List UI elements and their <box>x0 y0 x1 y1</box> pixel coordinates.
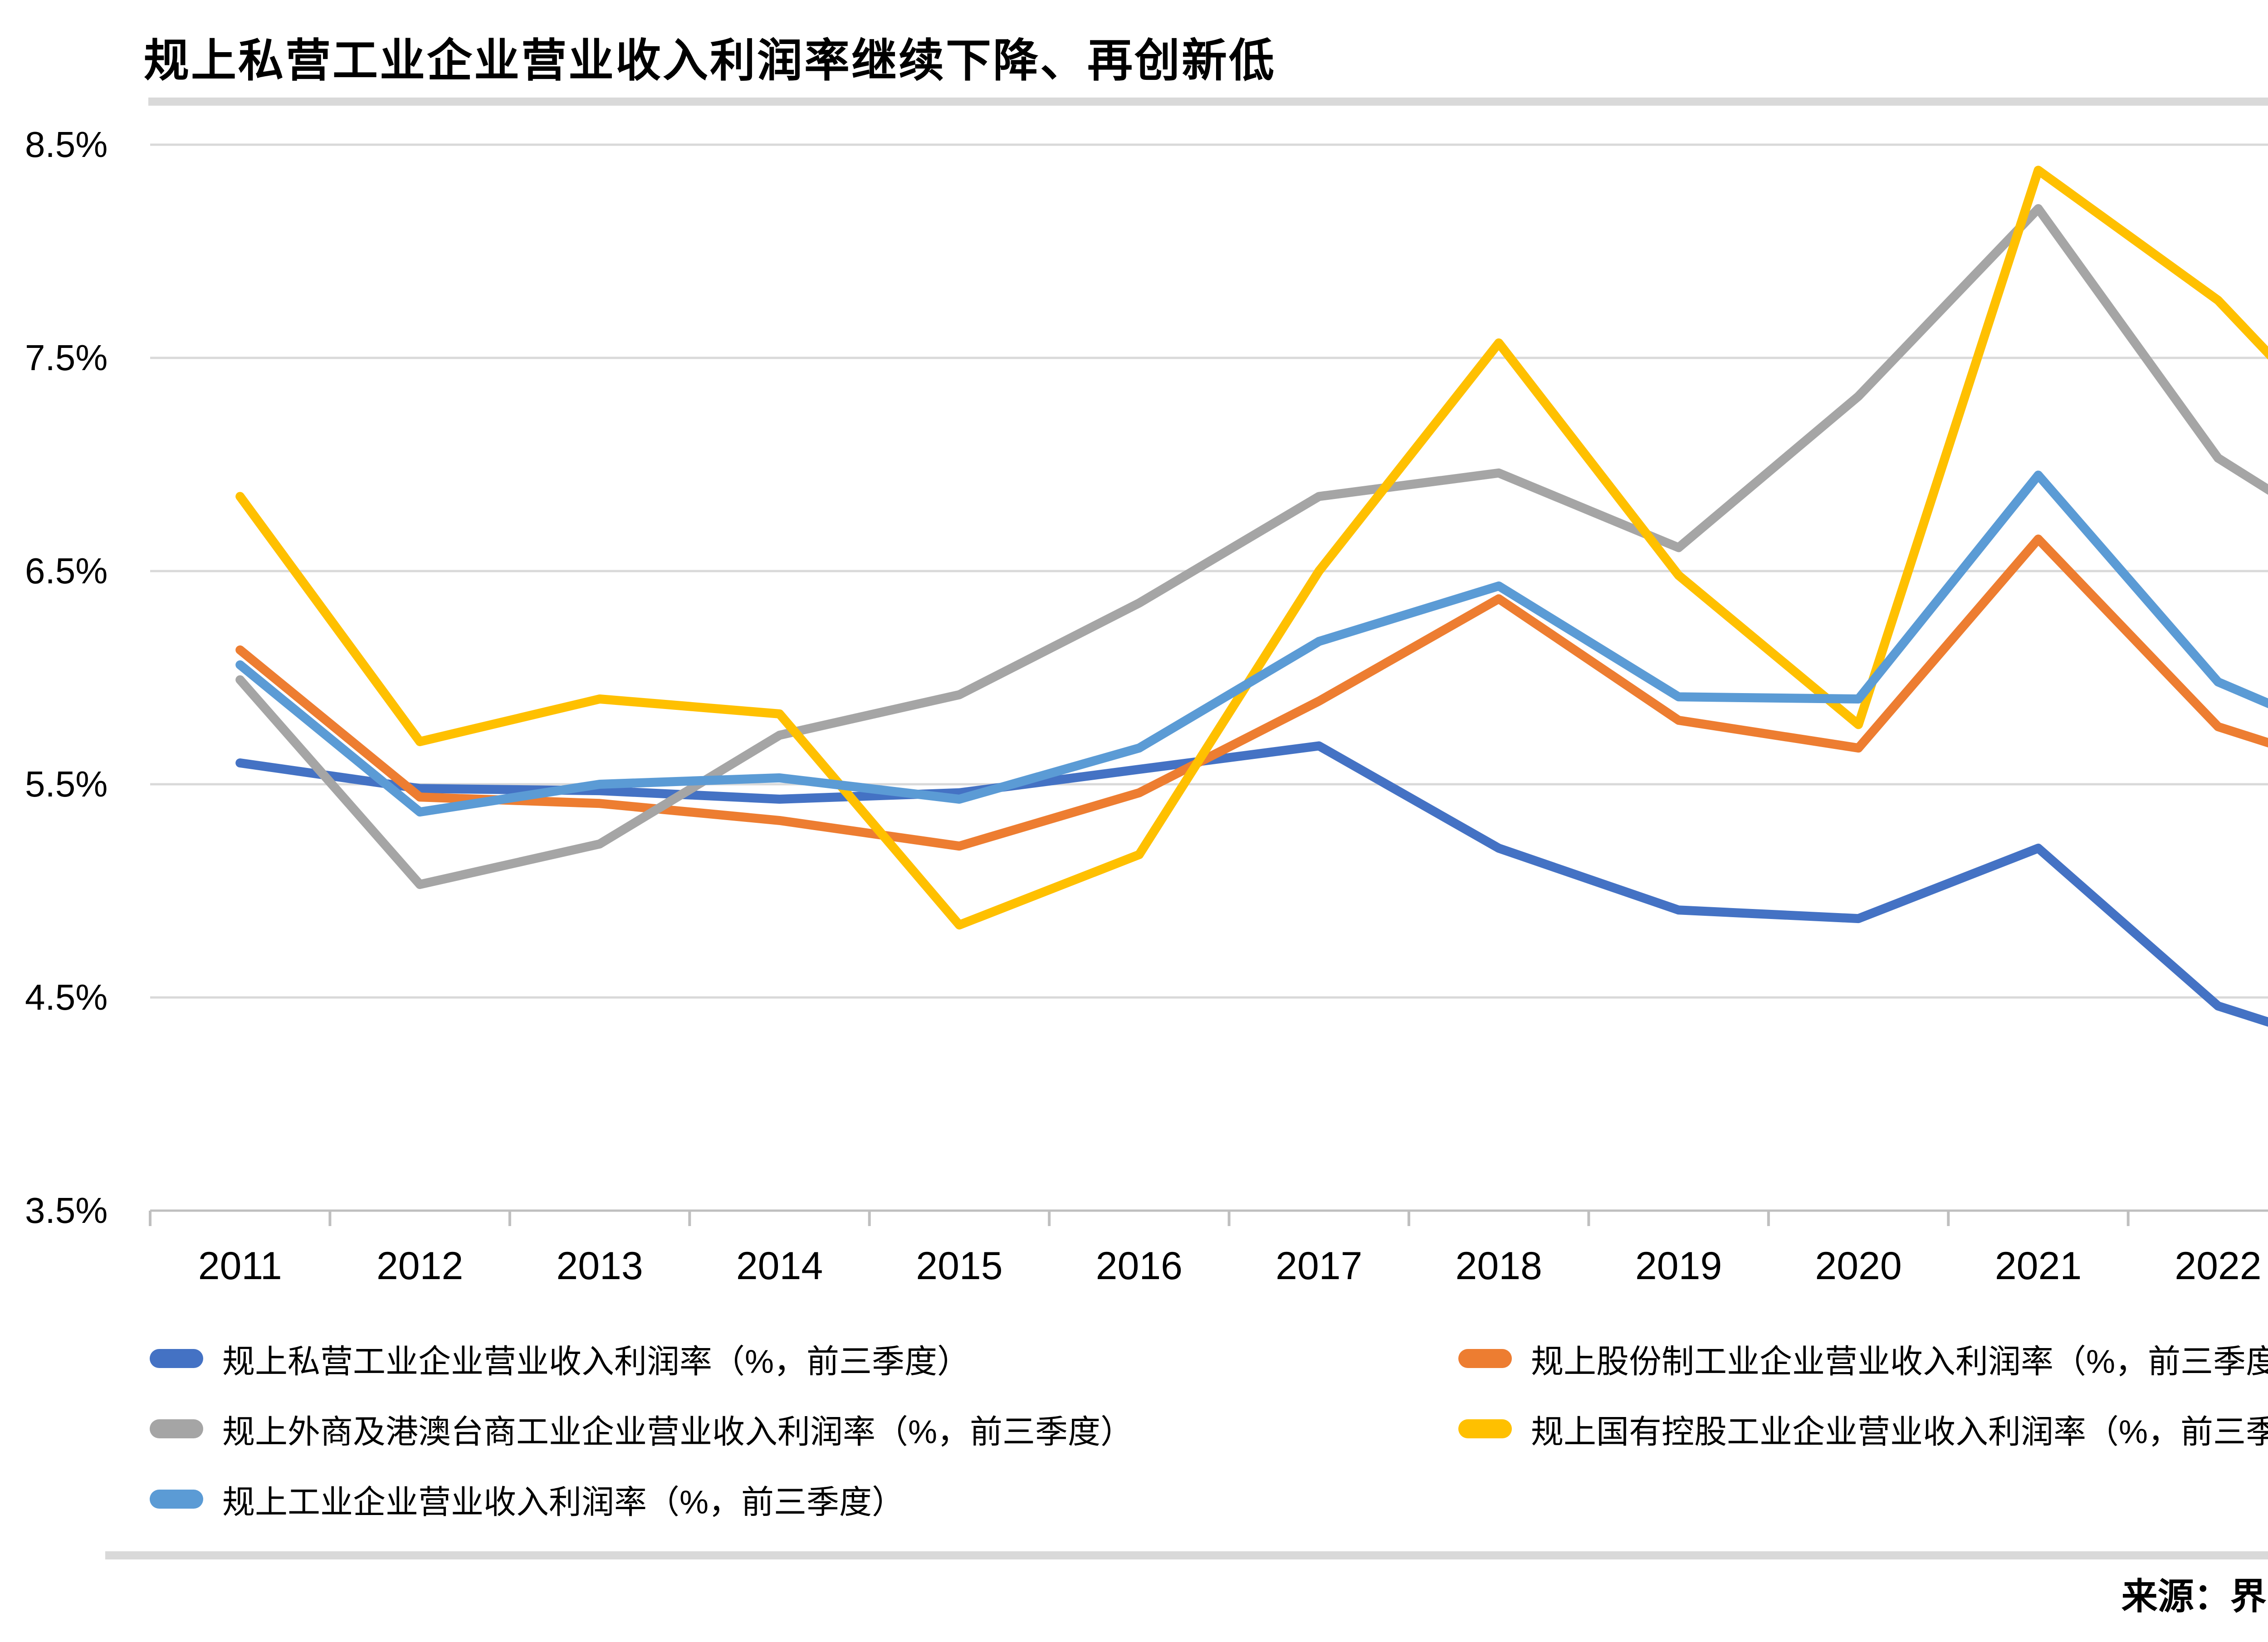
legend-swatch-shareholding <box>1458 1349 1512 1368</box>
legend-swatch-foreign-hmt <box>150 1419 203 1438</box>
series-line-all-industrial <box>235 470 2268 817</box>
series-line-state-owned <box>235 166 2268 930</box>
y-tick-label: 8.5% <box>25 124 108 165</box>
series-line-private <box>235 741 2268 1027</box>
x-tick-label: 2022 <box>2175 1244 2262 1288</box>
legend-swatch-state-owned <box>1458 1419 1512 1438</box>
legend-label-state-owned: 规上国有控股工业企业营业收入利润率（%，前三季度） <box>1531 1414 2268 1451</box>
x-tick-label: 2013 <box>556 1244 643 1288</box>
y-tick-label: 7.5% <box>25 337 108 378</box>
legend-label-foreign-hmt: 规上外商及港澳台商工业企业营业收入利润率（%，前三季度） <box>222 1414 1134 1451</box>
x-tick-label: 2017 <box>1276 1244 1363 1288</box>
legend-swatch-private <box>150 1349 203 1368</box>
legend-label-all-industrial: 规上工业企业营业收入利润率（%，前三季度） <box>222 1484 905 1521</box>
series-line-foreign-hmt <box>235 204 2268 889</box>
legend-swatch-all-industrial <box>150 1490 203 1509</box>
x-tick-label: 2018 <box>1455 1244 1542 1288</box>
x-tick-label: 2014 <box>736 1244 823 1288</box>
y-tick-label: 3.5% <box>25 1190 108 1231</box>
y-tick-label: 6.5% <box>25 551 108 591</box>
legend-label-shareholding: 规上股份制工业企业营业收入利润率（%，前三季度） <box>1531 1344 2268 1380</box>
bottom-divider <box>105 1551 2268 1559</box>
y-tick-label: 4.5% <box>25 977 108 1017</box>
chart-title: 规上私营工业企业营业收入利润率继续下降、再创新低 <box>144 35 1276 86</box>
x-tick-label: 2019 <box>1635 1244 1722 1288</box>
top-divider <box>148 98 2268 106</box>
source-note: 来源：界面智库、WIND <box>2121 1576 2268 1617</box>
x-tick-label: 2015 <box>916 1244 1003 1288</box>
x-tick-label: 2020 <box>1815 1244 1902 1288</box>
x-tick-label: 2016 <box>1095 1244 1183 1288</box>
x-tick-label: 2021 <box>1994 1244 2082 1288</box>
series-line-shareholding <box>235 534 2268 851</box>
x-tick-label: 2011 <box>198 1244 282 1288</box>
x-tick-label: 2012 <box>376 1244 464 1288</box>
legend-label-private: 规上私营工业企业营业收入利润率（%，前三季度） <box>222 1344 970 1380</box>
y-tick-label: 5.5% <box>25 764 108 804</box>
